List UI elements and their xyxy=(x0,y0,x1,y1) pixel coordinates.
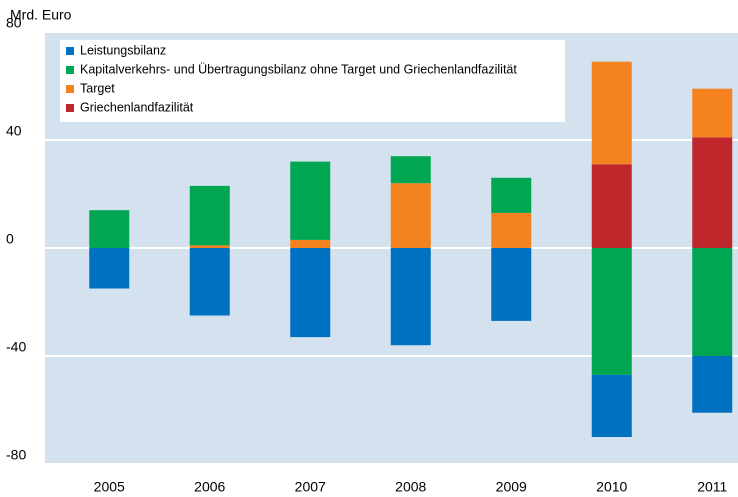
legend-swatch xyxy=(66,85,74,93)
bar-segment xyxy=(591,61,632,165)
bar-segment xyxy=(189,248,230,316)
bar-segment xyxy=(591,164,632,248)
legend-label: Target xyxy=(80,81,115,95)
bar-segment xyxy=(692,248,733,356)
x-tick-label: 2009 xyxy=(496,479,527,495)
y-tick-label: -80 xyxy=(6,447,26,463)
x-tick-label: 2005 xyxy=(94,479,125,495)
legend-label: Kapitalverkehrs- und Übertragungsbilanz … xyxy=(80,62,517,76)
bar-segment xyxy=(390,183,431,248)
legend-swatch xyxy=(66,104,74,112)
bar-segment xyxy=(390,156,431,184)
bar-segment xyxy=(89,210,130,248)
legend-swatch xyxy=(66,66,74,74)
x-tick-label: 2011 xyxy=(697,479,727,495)
bar-segment xyxy=(290,248,331,338)
bar-segment xyxy=(189,185,230,246)
bar-segment xyxy=(290,239,331,248)
bar-segment xyxy=(692,137,733,248)
y-axis-label: Mrd. Euro xyxy=(10,7,72,23)
y-tick-label: -40 xyxy=(6,339,26,355)
y-tick-label: 80 xyxy=(6,15,22,31)
bar-segment xyxy=(591,374,632,437)
y-tick-label: 40 xyxy=(6,123,22,139)
legend-label: Leistungsbilanz xyxy=(80,43,166,57)
legend xyxy=(60,40,565,122)
bar-segment xyxy=(591,248,632,375)
x-tick-label: 2007 xyxy=(295,479,326,495)
x-tick-label: 2006 xyxy=(194,479,225,495)
x-tick-label: 2008 xyxy=(395,479,426,495)
bar-segment xyxy=(491,212,532,248)
legend-swatch xyxy=(66,47,74,55)
y-tick-label: 0 xyxy=(6,231,14,247)
bar-segment xyxy=(692,88,733,138)
bar-segment xyxy=(189,245,230,248)
bar-segment xyxy=(290,161,331,240)
bar-segment xyxy=(491,248,532,321)
bar-segment xyxy=(491,177,532,213)
bar-segment xyxy=(390,248,431,346)
x-tick-label: 2010 xyxy=(596,479,627,495)
bar-segment xyxy=(692,356,733,413)
legend-label: Griechenlandfazilität xyxy=(80,100,194,114)
bar-segment xyxy=(89,248,130,289)
